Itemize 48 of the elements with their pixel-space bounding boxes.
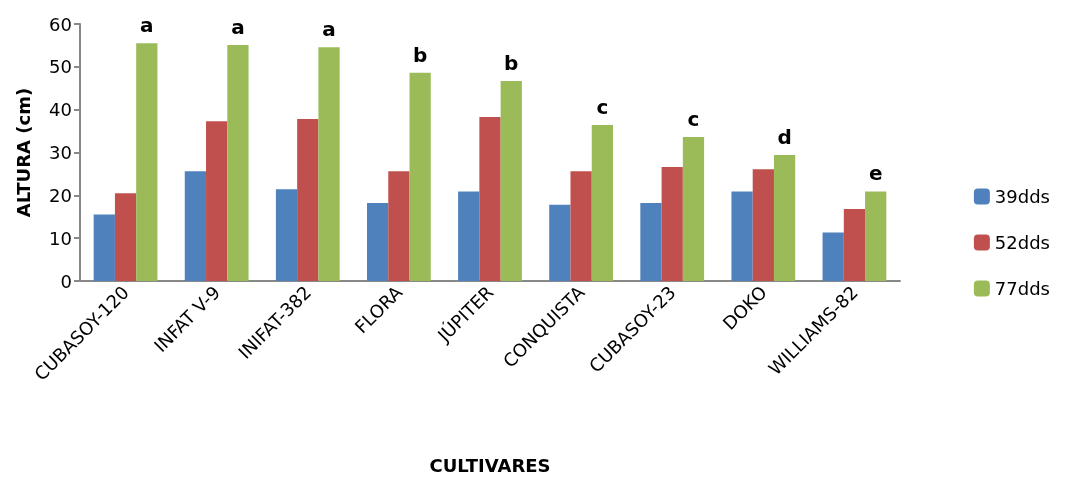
annotation: a: [231, 14, 245, 39]
bar: [591, 125, 613, 281]
bar: [500, 80, 522, 281]
y-tick-label: 50: [49, 56, 72, 78]
annotation: b: [412, 42, 428, 67]
y-axis-title: ALTURA (cm): [12, 87, 34, 218]
bar: [318, 47, 340, 281]
annotation: c: [687, 107, 700, 132]
bar: [731, 191, 753, 281]
bar: [865, 191, 887, 281]
legend-label: 39dds: [994, 186, 1051, 207]
bar: [227, 44, 249, 281]
bar: [570, 171, 592, 281]
bar: [752, 169, 774, 281]
y-tick-label: 40: [49, 99, 72, 121]
bar: [93, 214, 115, 281]
y-tick-label: 20: [49, 184, 72, 206]
bar: [773, 155, 796, 281]
annotation: a: [140, 13, 154, 38]
bar: [297, 119, 319, 281]
bar: [661, 167, 683, 281]
bar: [640, 203, 662, 281]
bar: [409, 72, 431, 281]
bar: [843, 209, 866, 281]
bar: [388, 171, 410, 281]
y-tick-label: 30: [49, 142, 72, 163]
bar: [367, 203, 389, 281]
y-tick-label: 0: [60, 270, 72, 292]
bar: [822, 232, 844, 281]
bar: [136, 43, 158, 281]
annotation: b: [504, 50, 519, 75]
annotation: d: [777, 125, 792, 150]
bar: [184, 171, 207, 281]
legend-label: 52dds: [994, 232, 1051, 253]
bar: [275, 189, 298, 281]
x-axis-title: CULTIVARES: [429, 454, 551, 476]
bar: [458, 191, 480, 281]
y-tick-label: 60: [49, 13, 72, 35]
bar: [114, 193, 137, 281]
bar: [549, 204, 571, 281]
bar: [479, 116, 501, 281]
bar: [682, 137, 705, 281]
annotation: a: [322, 17, 336, 42]
y-tick-label: 10: [49, 227, 72, 249]
annotation: c: [596, 95, 609, 120]
legend-label: 77dds: [994, 278, 1051, 299]
annotation: e: [868, 161, 883, 186]
bar: [206, 121, 228, 281]
